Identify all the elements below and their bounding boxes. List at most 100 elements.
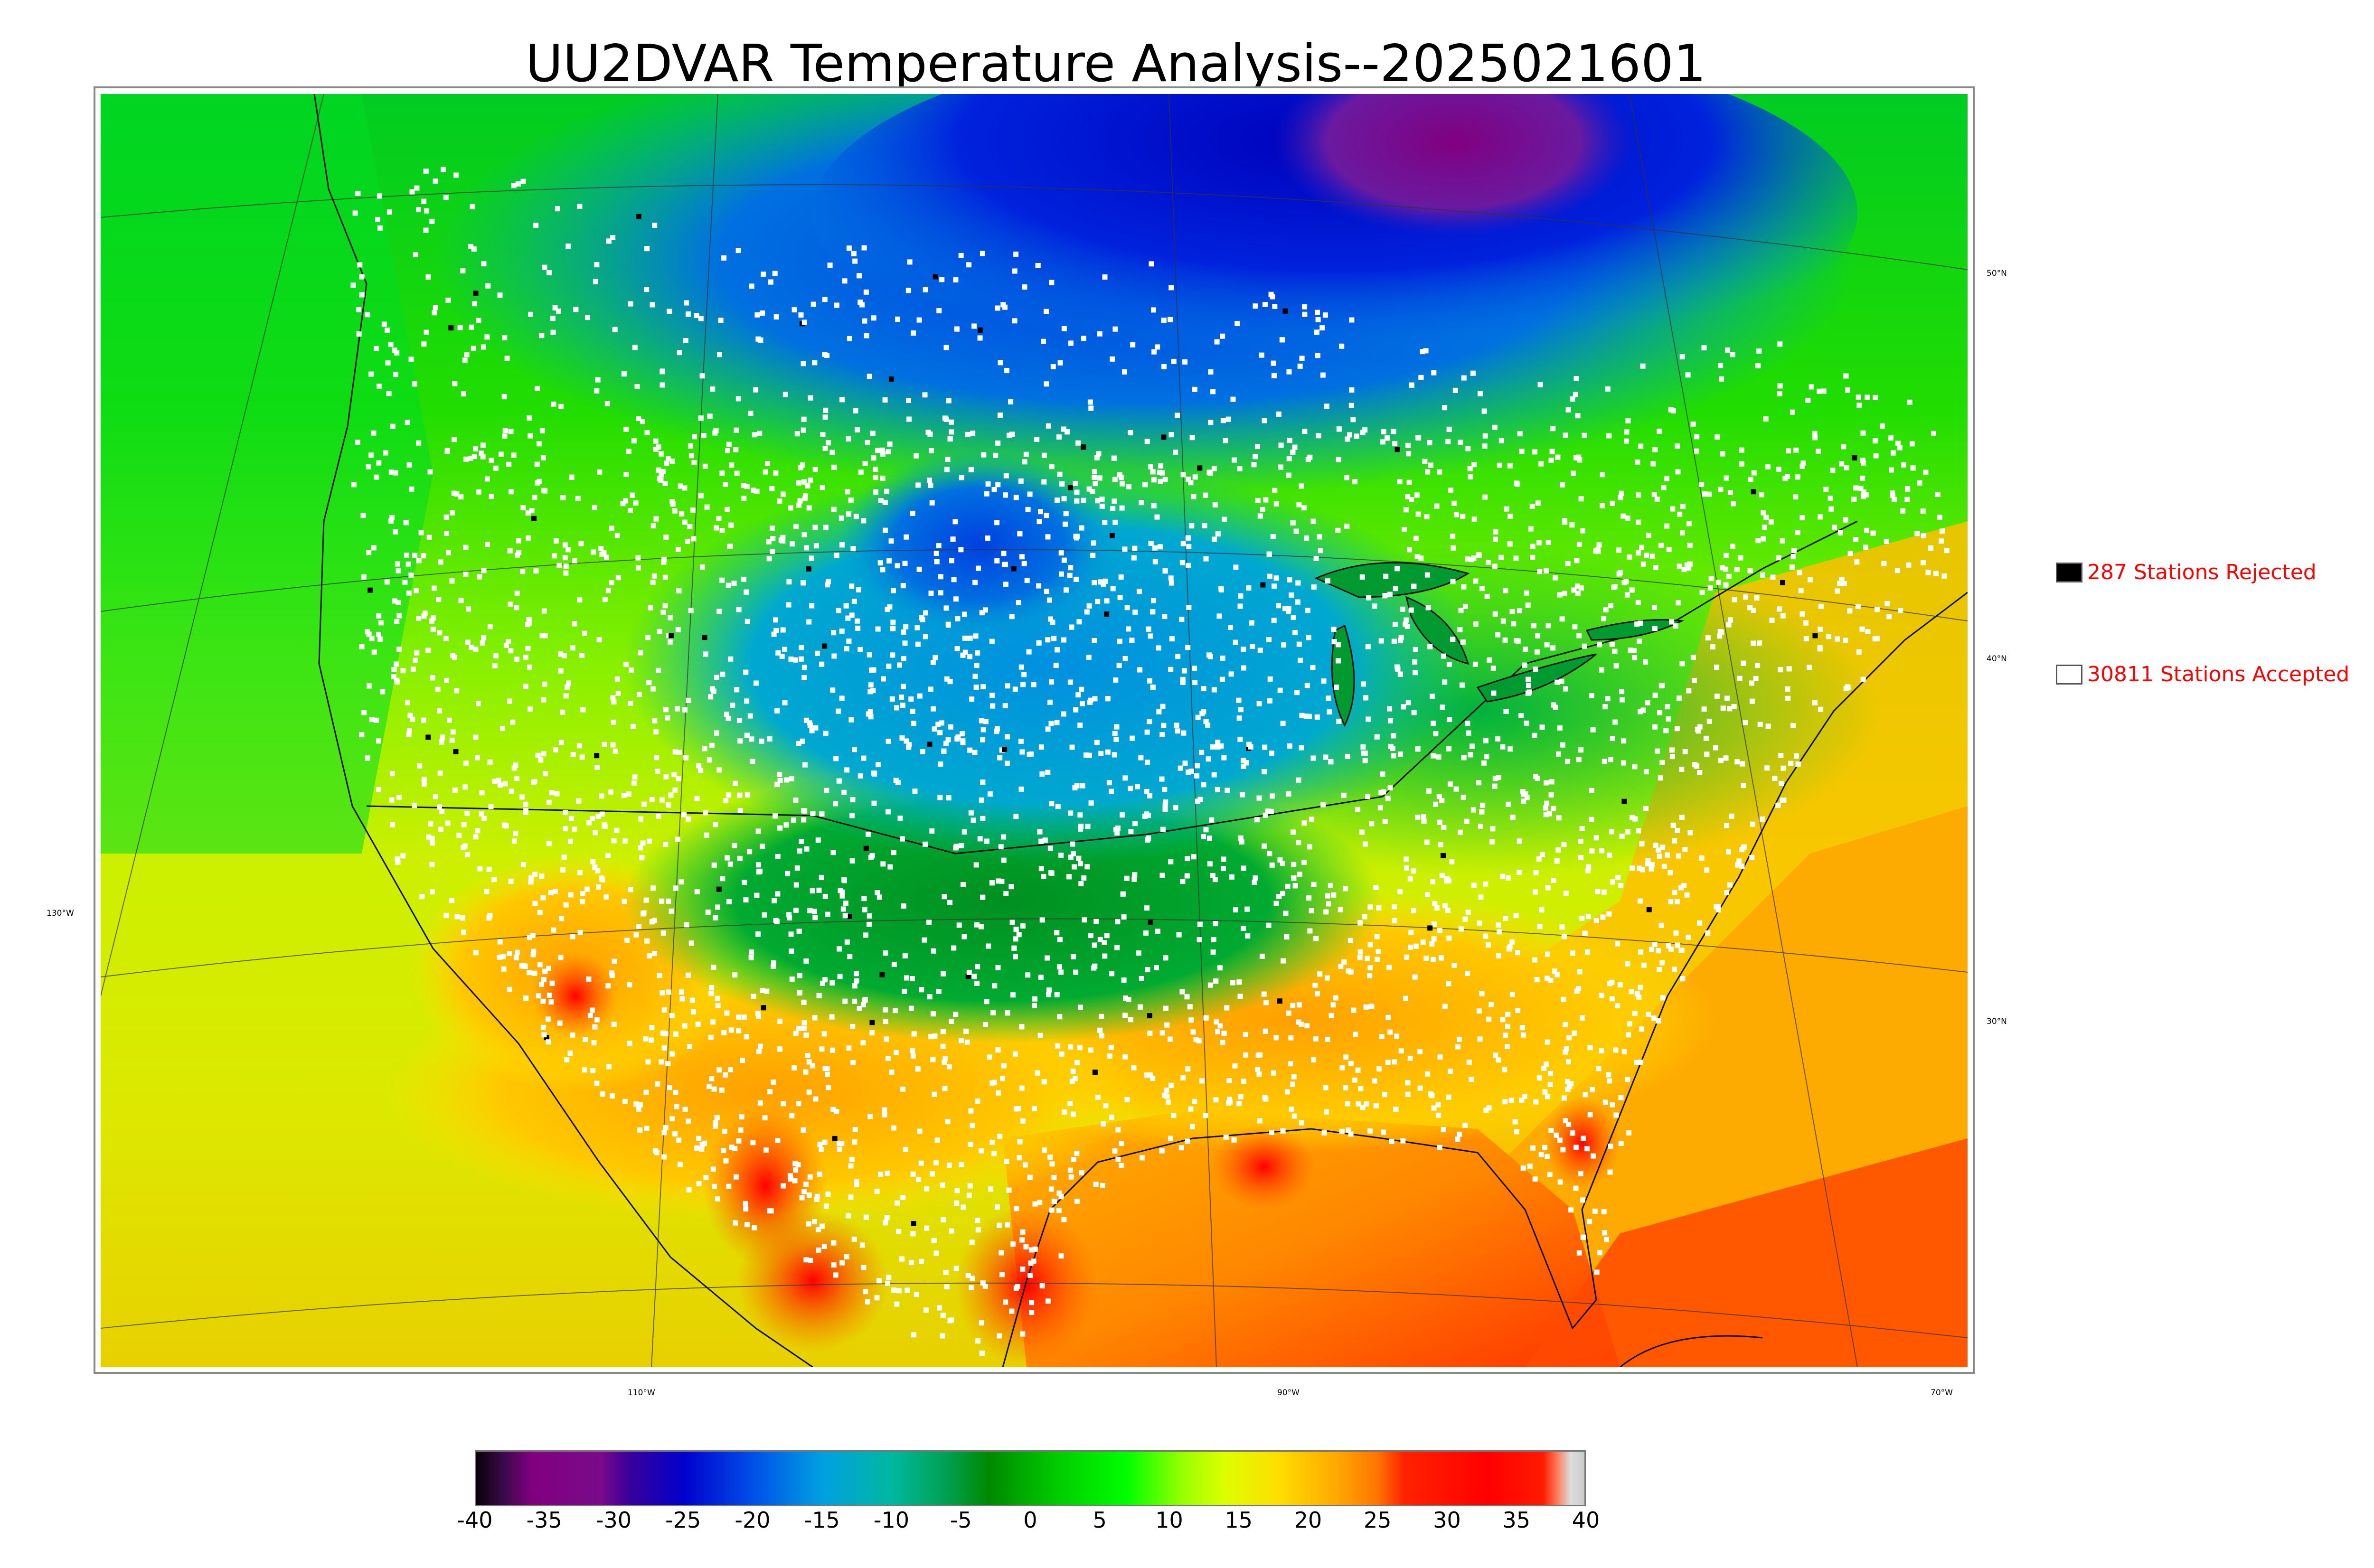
station-accepted [445,297,451,303]
station-accepted [393,372,398,377]
station-accepted [767,1208,772,1214]
station-accepted [1186,605,1192,610]
station-accepted [851,1236,857,1242]
station-accepted [1429,1093,1435,1099]
station-accepted [609,970,615,976]
station-accepted [1644,553,1649,558]
station-accepted [803,493,808,499]
station-accepted [1176,932,1182,938]
station-accepted [720,876,725,882]
station-accepted [932,1091,937,1097]
station-accepted [691,460,697,465]
station-accepted [1305,608,1310,613]
station-accepted [649,1025,655,1031]
station-accepted [1627,554,1632,560]
station-accepted [1112,1148,1118,1154]
station-accepted [1173,450,1178,455]
station-accepted [1388,743,1394,749]
station-accepted [414,185,420,191]
station-accepted [1214,1019,1219,1025]
station-accepted [1684,562,1690,568]
station-accepted [930,660,936,665]
station-accepted [1233,907,1238,913]
station-accepted [1174,723,1179,728]
station-accepted [558,740,564,745]
station-accepted [1151,349,1157,355]
field-southeast-hot [1525,1138,1968,1367]
station-accepted [503,642,509,648]
station-accepted [1131,876,1137,882]
station-accepted [806,505,812,511]
station-accepted [1017,1155,1022,1161]
station-accepted [1865,394,1870,400]
station-accepted [1537,569,1543,574]
station-accepted [1209,817,1215,823]
station-accepted [1545,951,1550,957]
station-accepted [812,1015,818,1021]
station-accepted [1415,746,1421,752]
station-accepted [1400,1138,1406,1144]
station-accepted [1013,814,1019,819]
station-accepted [1120,891,1126,897]
station-accepted [1457,1036,1462,1042]
station-accepted [973,633,979,639]
station-accepted [1299,483,1304,489]
station-accepted [1122,546,1128,552]
station-accepted [1156,645,1161,651]
station-accepted [825,582,830,588]
station-accepted [1398,635,1404,640]
station-accepted [1618,883,1624,888]
station-accepted [1115,1127,1121,1133]
station-accepted [883,1019,888,1024]
station-accepted [852,258,858,264]
station-accepted [1935,492,1941,497]
station-accepted [980,816,986,821]
station-accepted [1394,566,1400,572]
station-accepted [650,523,656,529]
station-accepted [513,831,518,836]
station-accepted [1325,975,1330,981]
station-accepted [1411,710,1417,715]
station-accepted [949,1317,954,1323]
station-accepted [793,1031,799,1036]
station-accepted [1741,660,1746,666]
station-accepted [1560,482,1565,488]
station-accepted [528,311,533,317]
station-accepted [798,465,803,470]
station-accepted [829,450,835,455]
station-accepted [1799,611,1805,617]
station-accepted [1587,1112,1593,1117]
station-accepted [849,813,855,818]
station-accepted [509,489,514,495]
station-accepted [471,454,477,460]
station-accepted [1228,625,1234,630]
station-accepted [922,392,928,398]
station-accepted [650,580,656,585]
station-accepted [809,728,815,733]
station-accepted [1036,583,1042,589]
station-accepted [1697,920,1703,926]
station-accepted [1465,910,1471,915]
station-accepted [1699,482,1705,488]
station-accepted [1307,844,1312,850]
station-accepted [834,1109,839,1114]
station-accepted [916,1177,922,1182]
station-accepted [1241,665,1246,671]
station-accepted [1576,757,1582,762]
station-accepted [1071,1157,1076,1162]
station-accepted [1694,434,1700,440]
station-accepted [1554,858,1560,864]
station-accepted [1870,530,1876,536]
station-accepted [1088,800,1094,806]
station-accepted [1336,718,1342,724]
station-accepted [1286,369,1292,375]
station-accepted [682,1023,688,1029]
station-accepted [801,427,806,433]
station-accepted [1839,577,1845,582]
station-accepted [1564,1046,1569,1052]
station-accepted [539,873,545,879]
station-accepted [764,461,770,466]
station-accepted [1070,1111,1076,1117]
station-accepted [1257,1118,1262,1124]
station-accepted [1282,606,1288,611]
